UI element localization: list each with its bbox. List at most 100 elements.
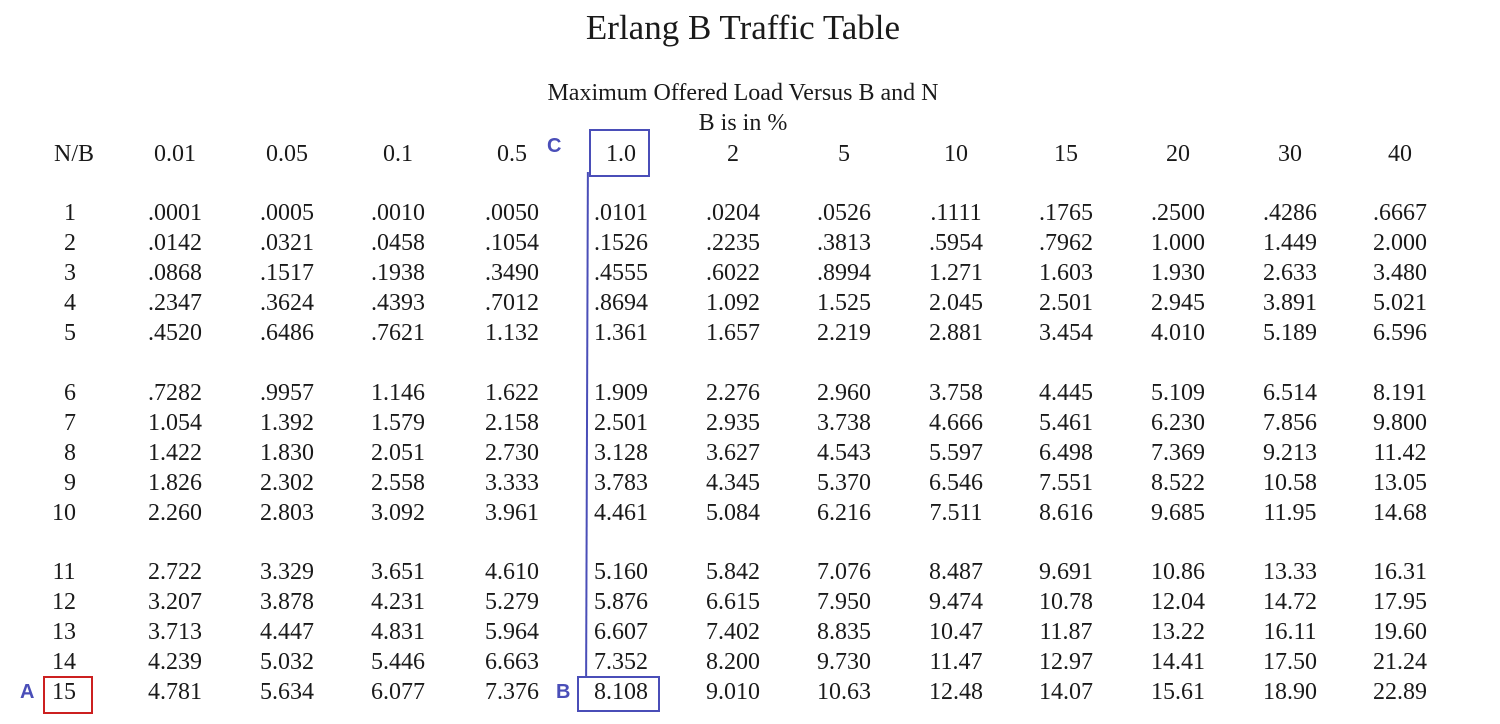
table-cell: 2.633 bbox=[1263, 260, 1317, 286]
table-cell: 4.543 bbox=[817, 440, 871, 466]
column-header: 40 bbox=[1388, 141, 1412, 167]
table-cell: 8.835 bbox=[817, 619, 871, 645]
table-cell: 7.551 bbox=[1039, 470, 1093, 496]
column-header: 20 bbox=[1166, 141, 1190, 167]
table-subtitle: Maximum Offered Load Versus B and N bbox=[547, 80, 939, 106]
table-cell: 5.597 bbox=[929, 440, 983, 466]
table-cell: 2.260 bbox=[148, 500, 202, 526]
table-cell: .7962 bbox=[1039, 230, 1093, 256]
table-cell: 3.738 bbox=[817, 410, 871, 436]
table-cell: 1.132 bbox=[485, 320, 539, 346]
column-header: 5 bbox=[838, 141, 850, 167]
table-cell: .2500 bbox=[1151, 200, 1205, 226]
table-cell: .0050 bbox=[485, 200, 539, 226]
table-cell: .0005 bbox=[260, 200, 314, 226]
table-cell: 1.603 bbox=[1039, 260, 1093, 286]
table-cell: .9957 bbox=[260, 380, 314, 406]
table-cell: 5.964 bbox=[485, 619, 539, 645]
table-cell: 7.076 bbox=[817, 559, 871, 585]
table-cell: 7.369 bbox=[1151, 440, 1205, 466]
table-cell: 5.876 bbox=[594, 589, 648, 615]
row-label: 7 bbox=[64, 410, 76, 436]
column-header: 0.05 bbox=[266, 141, 308, 167]
table-cell: 8.200 bbox=[706, 649, 760, 675]
column-header: 0.5 bbox=[497, 141, 527, 167]
table-cell: 6.546 bbox=[929, 470, 983, 496]
table-cell: 8.191 bbox=[1373, 380, 1427, 406]
table-cell: 1.622 bbox=[485, 380, 539, 406]
row-label: 9 bbox=[64, 470, 76, 496]
table-cell: 3.651 bbox=[371, 559, 425, 585]
annotation-box-c bbox=[589, 129, 650, 177]
table-cell: 5.084 bbox=[706, 500, 760, 526]
table-cell: 3.891 bbox=[1263, 290, 1317, 316]
row-label: 5 bbox=[64, 320, 76, 346]
annotation-label-b: B bbox=[556, 681, 571, 703]
table-cell: 17.95 bbox=[1373, 589, 1427, 615]
table-cell: 3.480 bbox=[1373, 260, 1427, 286]
table-cell: .7282 bbox=[148, 380, 202, 406]
table-cell: 11.42 bbox=[1373, 440, 1427, 466]
table-cell: 2.501 bbox=[1039, 290, 1093, 316]
table-cell: 2.158 bbox=[485, 410, 539, 436]
table-cell: 1.449 bbox=[1263, 230, 1317, 256]
table-cell: 9.800 bbox=[1373, 410, 1427, 436]
table-cell: 3.713 bbox=[148, 619, 202, 645]
table-cell: 4.231 bbox=[371, 589, 425, 615]
table-cell: 14.41 bbox=[1151, 649, 1205, 675]
column-header: 10 bbox=[944, 141, 968, 167]
table-cell: 14.72 bbox=[1263, 589, 1317, 615]
table-cell: 5.461 bbox=[1039, 410, 1093, 436]
table-cell: .6022 bbox=[706, 260, 760, 286]
table-cell: 4.610 bbox=[485, 559, 539, 585]
table-cell: 5.842 bbox=[706, 559, 760, 585]
table-cell: 2.302 bbox=[260, 470, 314, 496]
table-cell: .8994 bbox=[817, 260, 871, 286]
table-cell: .7012 bbox=[485, 290, 539, 316]
column-header: 0.01 bbox=[154, 141, 196, 167]
table-cell: .7621 bbox=[371, 320, 425, 346]
table-cell: 2.960 bbox=[817, 380, 871, 406]
table-cell: 5.021 bbox=[1373, 290, 1427, 316]
table-cell: .5954 bbox=[929, 230, 983, 256]
row-label: 1 bbox=[64, 200, 76, 226]
table-cell: 2.803 bbox=[260, 500, 314, 526]
table-cell: 10.58 bbox=[1263, 470, 1317, 496]
page-title: Erlang B Traffic Table bbox=[585, 8, 901, 47]
table-cell: 6.216 bbox=[817, 500, 871, 526]
table-cell: .0001 bbox=[148, 200, 202, 226]
table-cell: 5.370 bbox=[817, 470, 871, 496]
table-cell: 2.000 bbox=[1373, 230, 1427, 256]
table-cell: 2.219 bbox=[817, 320, 871, 346]
column-header: 2 bbox=[727, 141, 739, 167]
table-cell: 1.830 bbox=[260, 440, 314, 466]
column-header: 30 bbox=[1278, 141, 1302, 167]
table-cell: .4520 bbox=[148, 320, 202, 346]
table-cell: .4555 bbox=[594, 260, 648, 286]
row-label: 12 bbox=[52, 589, 76, 615]
table-cell: 9.474 bbox=[929, 589, 983, 615]
row-label: 13 bbox=[52, 619, 76, 645]
table-cell: .0868 bbox=[148, 260, 202, 286]
table-cell: 2.501 bbox=[594, 410, 648, 436]
table-cell: 12.04 bbox=[1151, 589, 1205, 615]
table-cell: 5.446 bbox=[371, 649, 425, 675]
table-cell: 4.461 bbox=[594, 500, 648, 526]
table-cell: 2.730 bbox=[485, 440, 539, 466]
table-cell: 1.909 bbox=[594, 380, 648, 406]
table-cell: 1.146 bbox=[371, 380, 425, 406]
table-cell: 3.333 bbox=[485, 470, 539, 496]
table-cell: 5.032 bbox=[260, 649, 314, 675]
table-cell: 9.730 bbox=[817, 649, 871, 675]
table-cell: 9.010 bbox=[706, 679, 760, 705]
table-cell: 6.077 bbox=[371, 679, 425, 705]
table-cell: 3.092 bbox=[371, 500, 425, 526]
annotation-box-b bbox=[577, 676, 660, 712]
table-cell: 2.276 bbox=[706, 380, 760, 406]
table-cell: 3.627 bbox=[706, 440, 760, 466]
table-cell: 9.685 bbox=[1151, 500, 1205, 526]
table-cell: 1.579 bbox=[371, 410, 425, 436]
table-cell: 3.128 bbox=[594, 440, 648, 466]
table-cell: 15.61 bbox=[1151, 679, 1205, 705]
table-cell: .1111 bbox=[930, 200, 982, 226]
